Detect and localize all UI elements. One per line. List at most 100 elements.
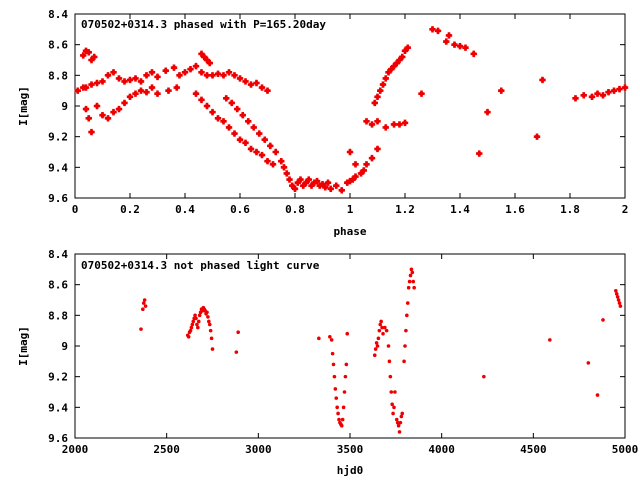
unphased-data-point: [618, 304, 623, 308]
unphased-data-point: [196, 319, 201, 324]
phased-data-point-core: [193, 91, 199, 96]
unphased-y-tick-label: 9.6: [48, 432, 68, 445]
unphased-data-point: [197, 313, 202, 318]
phased-x-tick-label: 0.4: [175, 203, 195, 216]
phased-data-point-core: [133, 76, 138, 81]
phased-data-point-core: [334, 183, 339, 188]
phased-data-point-core: [397, 122, 402, 127]
unphased-data-point: [190, 322, 195, 327]
phased-data-point-core: [394, 60, 399, 66]
phased-data-point-core: [622, 85, 628, 90]
unphased-data-point: [337, 417, 341, 422]
phased-data-point-core: [215, 71, 221, 77]
phased-data-point-core: [105, 116, 111, 121]
unphased-data-point: [381, 331, 385, 336]
phased-data-point-core: [100, 79, 105, 84]
phased-data-point-core: [81, 53, 86, 58]
unphased-data-point: [391, 411, 395, 416]
phased-data-point-core: [235, 106, 240, 112]
phased-data-point-core: [320, 182, 325, 187]
phased-data-point-core: [298, 177, 303, 182]
unphased-data-point: [236, 330, 240, 335]
phased-data-point-core: [369, 155, 375, 161]
phased-data-point-core: [243, 140, 248, 145]
phased-data-point-core: [221, 119, 226, 124]
unphased-data-point: [389, 390, 394, 394]
phased-data-point-core: [477, 151, 482, 156]
phased-data-point-core: [202, 54, 207, 60]
phased-data-point-core: [221, 73, 226, 78]
phased-x-tick-label: 1: [347, 203, 354, 216]
phased-x-tick-label: 0.8: [285, 203, 305, 216]
phased-data-point-core: [246, 119, 251, 124]
phased-data-point-core: [314, 178, 320, 184]
phased-data-point-core: [364, 162, 369, 167]
phased-data-point-core: [419, 91, 424, 96]
phased-data-point-core: [375, 94, 380, 100]
phased-data-point-core: [177, 73, 182, 78]
phased-data-point-core: [452, 42, 457, 47]
phased-data-point-core: [383, 125, 388, 130]
phased-x-tick-label: 2: [622, 203, 629, 216]
unphased-x-tick-label: 3000: [245, 443, 272, 456]
phased-data-point-core: [166, 88, 171, 93]
phased-data-point-core: [188, 67, 193, 72]
phased-data-point-core: [457, 44, 463, 49]
phased-y-tick-label: 9.4: [48, 161, 68, 174]
phased-data-point-core: [81, 85, 86, 90]
phased-data-point-core: [611, 88, 617, 93]
phased-data-point-core: [402, 120, 408, 126]
phased-data-point-core: [400, 54, 405, 60]
phased-data-point-core: [347, 149, 353, 155]
phased-x-tick-label: 1.6: [505, 203, 525, 216]
phased-data-point-core: [116, 106, 122, 112]
unphased-data-point: [402, 359, 406, 364]
phased-data-point-core: [309, 183, 314, 188]
phased-data-point-core: [444, 39, 449, 44]
unphased-data-point: [193, 313, 197, 318]
unphased-data-point: [188, 328, 193, 333]
unphased-data-point: [209, 336, 214, 341]
unphased-axis-ticks: 2000 2500 3000 3500 4000 4500 5000 8.4 8.6 8.8 9 9.…: [48, 248, 638, 456]
phased-data-point-core: [83, 106, 89, 112]
unphased-data-point: [410, 270, 415, 275]
phased-y-tick-label: 9.2: [48, 131, 68, 144]
phased-data-point-core: [199, 51, 204, 57]
phased-data-point-core: [325, 180, 331, 185]
unphased-data-point: [399, 414, 404, 419]
phased-data-point-core: [94, 103, 100, 109]
phased-data-point-core: [133, 91, 138, 96]
unphased-data-point: [194, 316, 198, 321]
phased-data-point-core: [248, 146, 254, 152]
unphased-data-point: [195, 322, 199, 327]
phased-data-point-core: [204, 103, 210, 109]
unphased-x-axis-label: hjd0: [337, 464, 364, 477]
phased-y-tick-label: 9.6: [48, 192, 68, 205]
unphased-data-point: [139, 327, 143, 331]
unphased-data-point: [372, 353, 377, 358]
phased-data-point-core: [397, 57, 402, 63]
unphased-data-point: [403, 344, 407, 348]
unphased-data-point: [189, 325, 194, 330]
phased-data-point-core: [149, 85, 155, 90]
unphased-data-point: [405, 301, 410, 305]
phased-data-points: [74, 26, 629, 194]
unphased-data-point: [341, 405, 346, 410]
phased-plot-title: 070502+0314.3 phased with P=165.20day: [81, 18, 326, 31]
phased-data-point-core: [391, 63, 397, 69]
unphased-data-point: [141, 301, 146, 305]
unphased-data-point: [615, 295, 620, 299]
unphased-data-point: [405, 313, 409, 318]
phased-data-point-core: [232, 73, 237, 78]
phased-data-point-core: [100, 113, 105, 118]
phased-data-point-core: [254, 149, 259, 155]
unphased-data-point: [207, 322, 212, 327]
phased-data-point-core: [224, 96, 229, 101]
phased-y-tick-label: 8.8: [48, 69, 68, 82]
phased-data-point-core: [265, 159, 270, 164]
unphased-data-point: [373, 347, 378, 351]
unphased-data-point: [407, 279, 412, 284]
unphased-x-tick-label: 4500: [520, 443, 547, 456]
phased-data-point-core: [306, 177, 311, 182]
